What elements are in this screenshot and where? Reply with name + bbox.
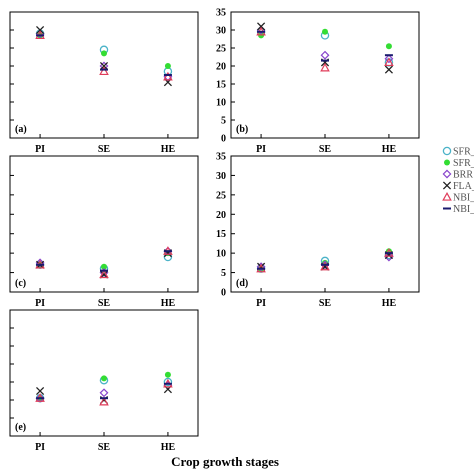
x-tick-label: HE	[161, 442, 176, 453]
chart-panel: 0 5 10 15 20 25 30 35 PI SE HE (d)	[216, 152, 420, 309]
x-tick-label: SE	[98, 144, 111, 155]
y-tick-label: 25	[216, 44, 226, 55]
legend-marker	[442, 146, 452, 156]
y-tick-label: 20	[216, 210, 226, 221]
panels: PI SE HE (a) 0 5 10 15 20 25 30 35 PI SE HE (b) PI SE HE (c…	[9, 8, 420, 453]
x-tick-label: SE	[319, 298, 332, 309]
chart-panel: PI SE HE (a)	[9, 11, 199, 155]
legend-marker	[442, 181, 452, 190]
data-point	[36, 25, 45, 35]
legend-marker	[444, 159, 450, 166]
chart-panel: PI SE HE (e)	[9, 309, 199, 453]
chart-panel: 0 5 10 15 20 25 30 35 PI SE HE (b)	[216, 8, 420, 155]
x-tick-label: HE	[382, 144, 397, 155]
y-tick-label: 0	[221, 288, 226, 299]
data-point	[257, 22, 266, 31]
x-tick-label: PI	[256, 144, 266, 155]
y-tick-label: 20	[216, 62, 226, 73]
panel-label: (a)	[15, 124, 27, 135]
legend-label: FLA_	[453, 181, 474, 192]
data-point	[99, 61, 109, 71]
legend-label: NBI_	[453, 193, 474, 204]
legend-item: NBI_	[442, 191, 474, 204]
data-point	[320, 62, 330, 72]
data-point	[99, 388, 109, 398]
legend-label: BRR	[453, 170, 473, 181]
x-tick-label: HE	[161, 298, 176, 309]
data-point	[101, 375, 107, 382]
legend-label: SFR_	[453, 158, 474, 169]
data-point	[320, 261, 330, 271]
data-point	[163, 377, 173, 387]
legend-item: NBI_	[443, 204, 474, 215]
data-point	[99, 396, 109, 406]
panel-label: (b)	[236, 124, 248, 135]
y-tick-label: 10	[216, 249, 226, 260]
chart-panel: PI SE HE (c)	[9, 155, 199, 309]
y-tick-label: 5	[221, 116, 226, 127]
data-point	[385, 43, 392, 50]
x-tick-label: PI	[35, 144, 45, 155]
legend-item: SFR_	[442, 146, 474, 158]
panel-label: (d)	[236, 278, 248, 289]
legend-item: SFR_	[444, 158, 474, 169]
y-tick-label: 25	[216, 190, 226, 201]
data-point	[384, 54, 394, 64]
y-tick-label: 30	[216, 26, 226, 37]
y-tick-label: 0	[221, 134, 226, 145]
y-tick-label: 10	[216, 98, 226, 109]
data-point	[384, 65, 393, 74]
y-tick-label: 35	[216, 152, 226, 163]
data-point	[384, 57, 394, 67]
panel-label: (c)	[15, 278, 26, 289]
x-tick-label: HE	[382, 298, 397, 309]
x-tick-label: PI	[35, 298, 45, 309]
legend-label: NBI_	[453, 204, 474, 215]
x-tick-label: SE	[98, 442, 111, 453]
data-point	[99, 66, 109, 76]
y-tick-label: 15	[216, 80, 226, 91]
data-point	[322, 28, 328, 35]
x-axis-title: Crop growth stages	[171, 454, 279, 469]
y-tick-label: 5	[221, 268, 226, 279]
data-point	[164, 63, 171, 69]
x-tick-label: HE	[161, 144, 176, 155]
data-point	[163, 71, 173, 81]
data-point	[256, 262, 266, 272]
x-tick-label: SE	[319, 144, 332, 155]
y-tick-label: 30	[216, 171, 226, 182]
data-point	[99, 270, 109, 279]
data-point	[99, 269, 109, 279]
legend-label: SFR_	[453, 147, 474, 158]
data-point	[164, 371, 171, 378]
data-point	[320, 50, 330, 60]
legend-marker	[442, 169, 452, 179]
legend-item: FLA_	[442, 181, 474, 192]
y-tick-label: 35	[216, 8, 226, 19]
panel-label: (e)	[15, 422, 26, 433]
x-tick-label: PI	[35, 442, 45, 453]
x-tick-label: PI	[256, 298, 266, 309]
data-point	[101, 263, 107, 270]
legend-marker	[442, 191, 452, 201]
y-tick-label: 15	[216, 229, 226, 240]
x-tick-label: SE	[98, 298, 111, 309]
legend-item: BRR	[442, 169, 473, 181]
data-point	[101, 50, 107, 57]
data-point	[36, 386, 45, 396]
